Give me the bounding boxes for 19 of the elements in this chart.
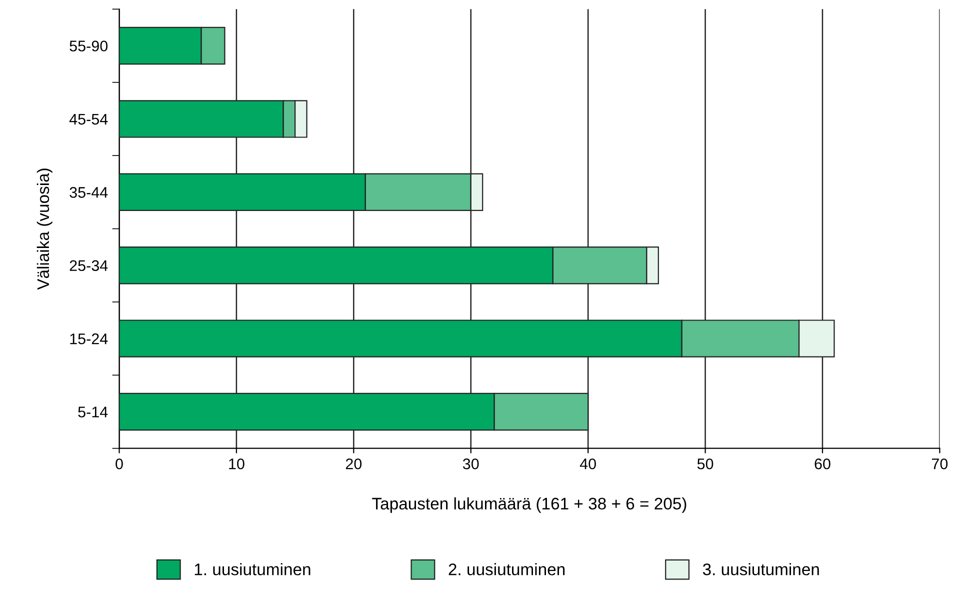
x-tick-label: 50 — [697, 458, 714, 470]
x-tick-label: 70 — [932, 458, 948, 470]
y-tick-label: 5-14 — [78, 406, 108, 418]
legend-label: 1. uusiutuminen — [194, 563, 310, 576]
y-axis-title: Väliaika (vuosia) — [36, 168, 52, 290]
legend-label: 2. uusiutuminen — [448, 563, 565, 576]
y-tick-label: 25-34 — [70, 260, 108, 272]
x-tick-label: 30 — [462, 458, 479, 470]
y-tick-label: 55-90 — [70, 40, 108, 52]
x-tick-label: 60 — [814, 458, 830, 470]
x-tick-label: 10 — [229, 458, 244, 470]
x-axis-title: Tapausten lukumäärä (161 + 38 + 6 = 205) — [372, 497, 686, 513]
y-tick-label: 15-24 — [70, 333, 108, 344]
y-tick-label: 35-44 — [70, 187, 108, 198]
x-tick-label: 40 — [580, 458, 596, 470]
y-tick-label: 45-54 — [69, 114, 108, 125]
x-tick-label: 20 — [346, 458, 362, 470]
legend-label: 3. uusiutuminen — [702, 563, 819, 576]
x-tick-label: 0 — [116, 458, 123, 470]
